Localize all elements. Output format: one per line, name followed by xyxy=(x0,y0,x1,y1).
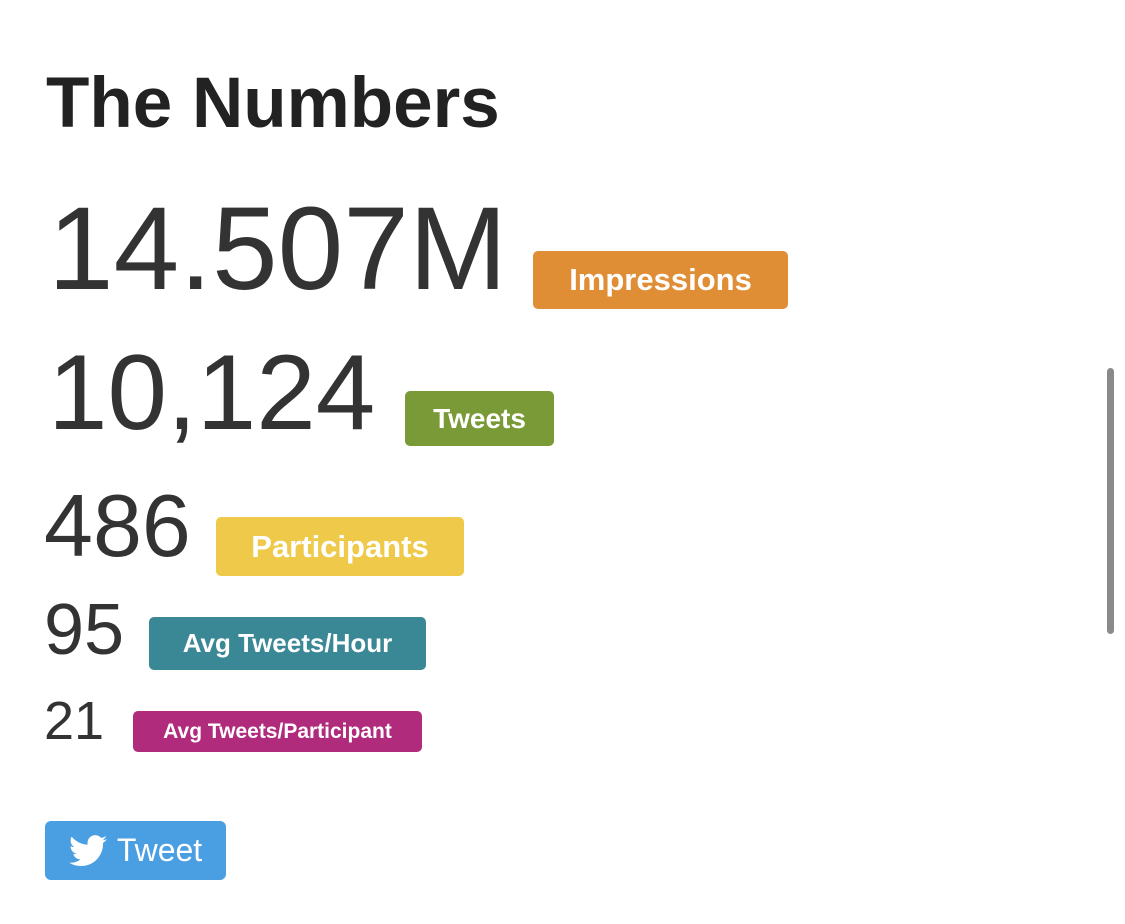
stat-badge: Participants xyxy=(216,517,464,576)
tweet-button[interactable]: Tweet xyxy=(45,821,226,880)
bird-icon xyxy=(68,834,107,866)
stat-badge: Tweets xyxy=(405,391,554,446)
stat-value: 10,124 xyxy=(48,332,376,452)
stat-value: 95 xyxy=(44,590,125,670)
stat-value: 21 xyxy=(44,691,105,751)
stat-value: 486 xyxy=(44,476,191,575)
tweet-button-label: Tweet xyxy=(116,832,203,868)
scrollbar xyxy=(1107,368,1114,634)
stat-value: 14.507M xyxy=(48,183,508,315)
stat-badge: Avg Tweets/Participant xyxy=(133,711,422,752)
page-title: The Numbers xyxy=(46,64,500,143)
stat-badge: Avg Tweets/Hour xyxy=(149,617,426,670)
stat-badge: Impressions xyxy=(533,251,788,309)
